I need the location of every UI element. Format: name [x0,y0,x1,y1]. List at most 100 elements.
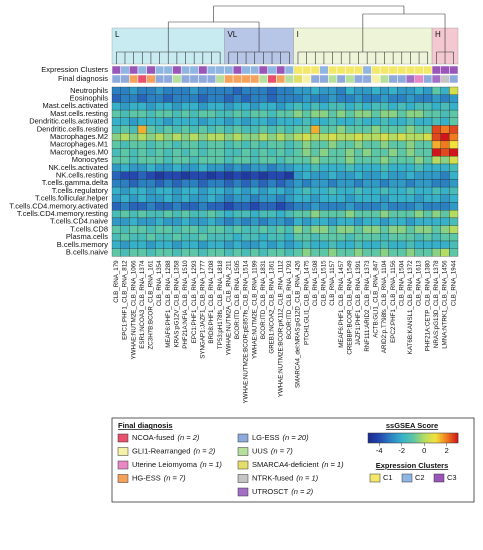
cluster-cell [250,65,260,75]
heatmap-cell [232,210,242,219]
heatmap-cell [198,109,208,118]
heatmap-cell [397,240,407,249]
heatmap-cell [258,225,268,234]
heatmap-cell [345,179,355,188]
cluster-cell [405,65,416,75]
heatmap-cell [146,171,156,180]
heatmap-cell [388,163,398,172]
legend-swatch [117,474,129,483]
diagnosis-cell [423,74,433,84]
heatmap-cell [206,240,216,249]
colorbar-step [428,433,430,443]
heatmap-cell [345,102,355,111]
heatmap-cell [276,240,286,249]
heatmap-cell [310,133,320,142]
heatmap-cell [440,248,450,257]
heatmap-cell [362,233,372,242]
heatmap-cell [354,217,364,226]
heatmap-cell [163,240,173,249]
heatmap-cell [414,210,424,219]
heatmap-cell [284,202,294,211]
heatmap-cell [336,94,346,103]
heatmap-cell [328,171,338,180]
legend-count: (n = 7) [271,446,293,455]
heatmap-cell [172,156,182,165]
heatmap-cell [319,125,329,134]
diagnosis-cell [224,74,234,84]
colorbar-step [456,433,459,443]
heatmap-cell [362,240,372,249]
row-label: T.cells.CD4.memory.activated [9,201,108,210]
heatmap-cell [181,217,190,226]
heatmap-cell [354,210,364,219]
heatmap-cell [232,171,242,180]
cluster-cell [319,65,329,75]
heatmap-cell [336,248,346,257]
heatmap-cell [267,156,277,165]
colorbar-step [420,433,423,443]
heatmap-cell [241,94,251,103]
cluster-cell [120,65,130,75]
legend-label: NCOA-fused (n = 2) [132,433,200,442]
heatmap-cell [258,133,268,142]
heatmap-cell [328,156,338,165]
heatmap-cell [189,202,199,211]
row-label: NK.cells.resting [56,171,108,180]
heatmap-cell [276,194,286,203]
heatmap-cell [250,186,260,195]
heatmap-cell [440,94,450,103]
heatmap-cell [155,210,165,219]
heatmap-cell [258,240,268,249]
heatmap-cell [440,217,450,226]
heatmap-cell [302,171,312,180]
diagnosis-cell [440,74,450,84]
colorbar-step [411,433,414,443]
heatmap-cell [371,163,381,172]
heatmap-cell [371,94,381,103]
heatmap-cell [440,233,450,242]
column-label: YWHAE:NUTM2E:BCOR:pE857fs_CLB_RNA_1514 [243,260,250,404]
legend-swatch [433,473,445,483]
heatmap-cell [241,225,251,234]
heatmap-cell [267,140,277,149]
heatmap-cell [310,225,320,234]
heatmap-cell [328,102,338,111]
heatmap-cell [198,202,208,211]
legend-count: (n = 7) [164,473,186,482]
colorbar-step [371,433,373,443]
heatmap-cell [215,248,225,257]
column-label: LMNA:NTRK1_CLB_RNA_1456 [442,260,449,349]
heatmap-cell [155,225,165,234]
heatmap-cell [232,109,242,118]
heatmap-cell [319,117,329,126]
diagnosis-cell [353,74,364,84]
heatmap-cell [423,225,433,234]
heatmap-cell [206,156,216,165]
heatmap-cell [397,194,407,203]
heatmap-cell [423,148,433,157]
heatmap-cell [319,102,329,111]
heatmap-cell [431,94,441,103]
heatmap-cell [423,86,433,95]
heatmap-cell [414,171,424,180]
heatmap-cell [440,125,450,134]
legend-label: C2 [415,473,425,482]
heatmap-cell [328,125,338,134]
heatmap-cell [206,163,216,172]
colorbar-step [368,433,370,443]
heatmap-cell [388,94,398,103]
heatmap-cell [181,117,190,126]
cluster-cell [241,65,251,75]
colorbar-step [386,433,388,443]
heatmap-cell [371,133,381,142]
heatmap-cell [224,133,234,142]
heatmap-cell [310,117,320,126]
heatmap-cell [241,179,251,188]
heatmap-cell [319,86,329,95]
heatmap-cell [241,163,251,172]
heatmap-cell [423,133,433,142]
heatmap-cell [388,210,398,219]
heatmap-cell [181,86,190,95]
heatmap-cell [224,210,234,219]
heatmap-cell [440,194,450,203]
